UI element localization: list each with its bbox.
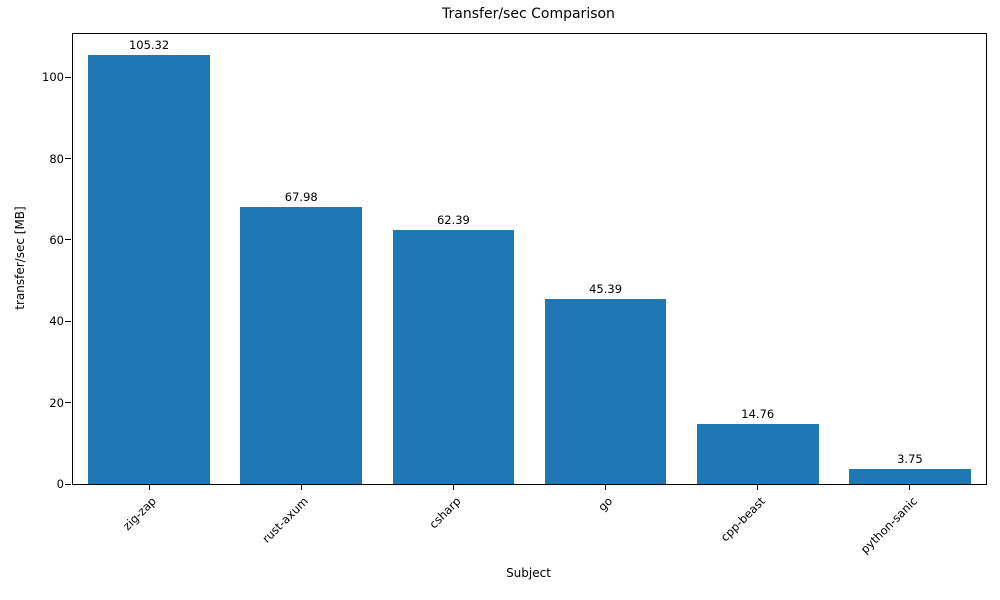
bar-value-label: 62.39 bbox=[436, 213, 470, 228]
y-axis-label: transfer/sec [MB] bbox=[13, 206, 27, 310]
bar bbox=[240, 207, 363, 484]
x-tick-label: rust-axum bbox=[259, 494, 312, 546]
bar-value-label: 3.75 bbox=[897, 451, 923, 466]
x-axis-label: Subject bbox=[506, 566, 551, 580]
x-tick-label: cpp-beast bbox=[717, 494, 768, 545]
x-tick-mark bbox=[757, 484, 759, 490]
y-tick-label: 60 bbox=[49, 232, 64, 247]
x-tick-label: python-sanic bbox=[857, 494, 920, 557]
y-tick-label: 100 bbox=[42, 70, 64, 85]
bar bbox=[392, 230, 515, 484]
x-tick-mark bbox=[452, 484, 454, 490]
y-tick-label: 80 bbox=[49, 151, 64, 166]
bar bbox=[88, 55, 210, 484]
x-tick-mark bbox=[300, 484, 302, 490]
bar bbox=[544, 299, 667, 484]
y-tick-mark bbox=[65, 402, 71, 404]
x-tick-mark bbox=[909, 484, 911, 490]
bar-value-label: 67.98 bbox=[284, 190, 318, 205]
y-tick-mark bbox=[65, 483, 71, 485]
bar-value-label: 14.76 bbox=[741, 406, 775, 421]
y-tick-label: 20 bbox=[49, 395, 64, 410]
x-tick-label: go bbox=[595, 494, 616, 515]
bar bbox=[696, 423, 819, 484]
x-tick-label: zig-zap bbox=[120, 494, 159, 533]
x-tick-mark bbox=[148, 484, 150, 490]
x-tick-label: csharp bbox=[426, 494, 464, 532]
y-tick-mark bbox=[65, 76, 71, 78]
chart-title: Transfer/sec Comparison bbox=[442, 6, 615, 22]
y-tick-label: 40 bbox=[49, 314, 64, 329]
y-tick-mark bbox=[65, 239, 71, 241]
y-tick-mark bbox=[65, 158, 71, 160]
bar-value-label: 45.39 bbox=[589, 282, 623, 297]
bar bbox=[849, 468, 971, 484]
bar-value-label: 105.32 bbox=[128, 38, 170, 53]
x-tick-mark bbox=[605, 484, 607, 490]
y-tick-mark bbox=[65, 320, 71, 322]
plot-area: 0 20 40 60 80 100 105.32 zig-zap 67.98 rust-axum 6… bbox=[42, 33, 987, 556]
y-tick-label: 0 bbox=[56, 477, 64, 491]
